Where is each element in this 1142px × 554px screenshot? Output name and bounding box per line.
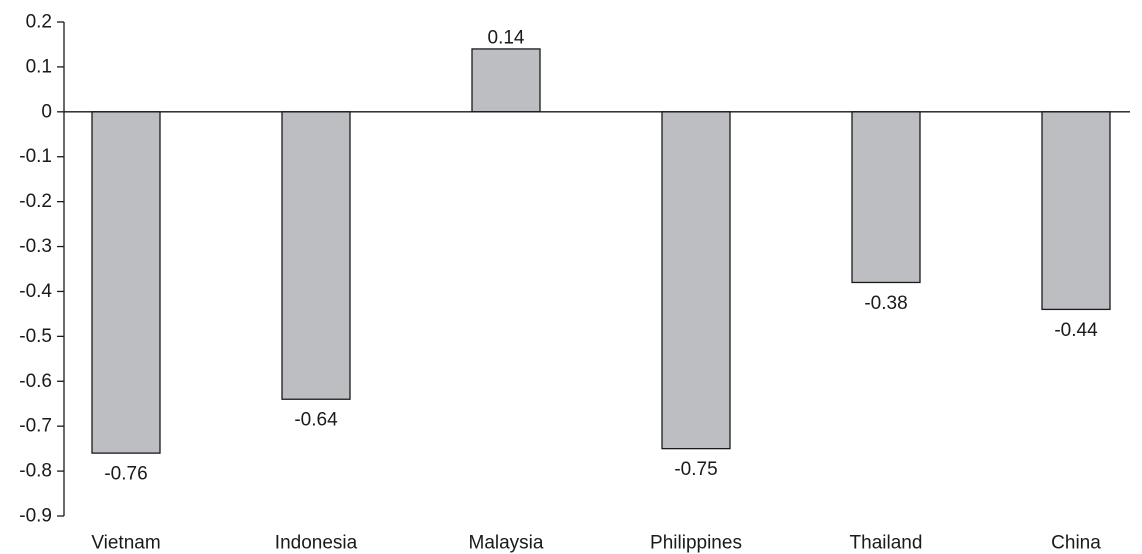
y-tick-label: -0.3 bbox=[19, 236, 52, 257]
data-label-vietnam: -0.76 bbox=[104, 464, 147, 485]
category-label-vietnam: Vietnam bbox=[91, 533, 160, 554]
y-tick-label: -0.1 bbox=[19, 146, 52, 167]
data-label-malaysia: 0.14 bbox=[488, 27, 525, 48]
category-label-malaysia: Malaysia bbox=[469, 533, 544, 554]
bar-china bbox=[1041, 111, 1111, 311]
data-label-china: -0.44 bbox=[1054, 320, 1098, 341]
data-label-indonesia: -0.64 bbox=[294, 410, 338, 431]
bar-vietnam bbox=[91, 111, 161, 454]
bar-thailand bbox=[851, 111, 921, 284]
y-tick-label: -0.2 bbox=[19, 191, 52, 212]
bar-malaysia bbox=[471, 48, 541, 113]
category-label-china: China bbox=[1051, 533, 1101, 554]
y-axis: 0.2 0.1 0 -0.1 -0.2 -0.3 -0.4 -0.5 -0.6 -0.7 -0.8 -… bbox=[19, 12, 65, 527]
y-tick-label: -0.8 bbox=[19, 461, 52, 482]
bar-philippines bbox=[661, 111, 731, 450]
y-tick-label: 0 bbox=[41, 101, 52, 122]
data-label-philippines: -0.75 bbox=[674, 459, 717, 480]
category-label-indonesia: Indonesia bbox=[275, 533, 358, 554]
category-label-thailand: Thailand bbox=[850, 533, 923, 554]
data-labels: -0.76 -0.64 0.14 -0.75 -0.38 -0.44 bbox=[104, 27, 1098, 484]
y-tick-label: -0.4 bbox=[19, 281, 52, 302]
bar-indonesia bbox=[281, 111, 351, 400]
y-tick-label: 0.1 bbox=[26, 56, 52, 77]
category-label-philippines: Philippines bbox=[650, 533, 742, 554]
y-tick-label: 0.2 bbox=[26, 12, 52, 33]
y-tick-label: -0.9 bbox=[19, 506, 52, 527]
x-axis: Vietnam Indonesia Malaysia Philippines Thail… bbox=[64, 111, 1130, 554]
data-label-thailand: -0.38 bbox=[864, 293, 907, 314]
y-tick-label: -0.5 bbox=[19, 326, 52, 347]
y-tick-label: -0.6 bbox=[19, 371, 52, 392]
y-tick-label: -0.7 bbox=[19, 416, 52, 437]
bars bbox=[91, 48, 1111, 454]
